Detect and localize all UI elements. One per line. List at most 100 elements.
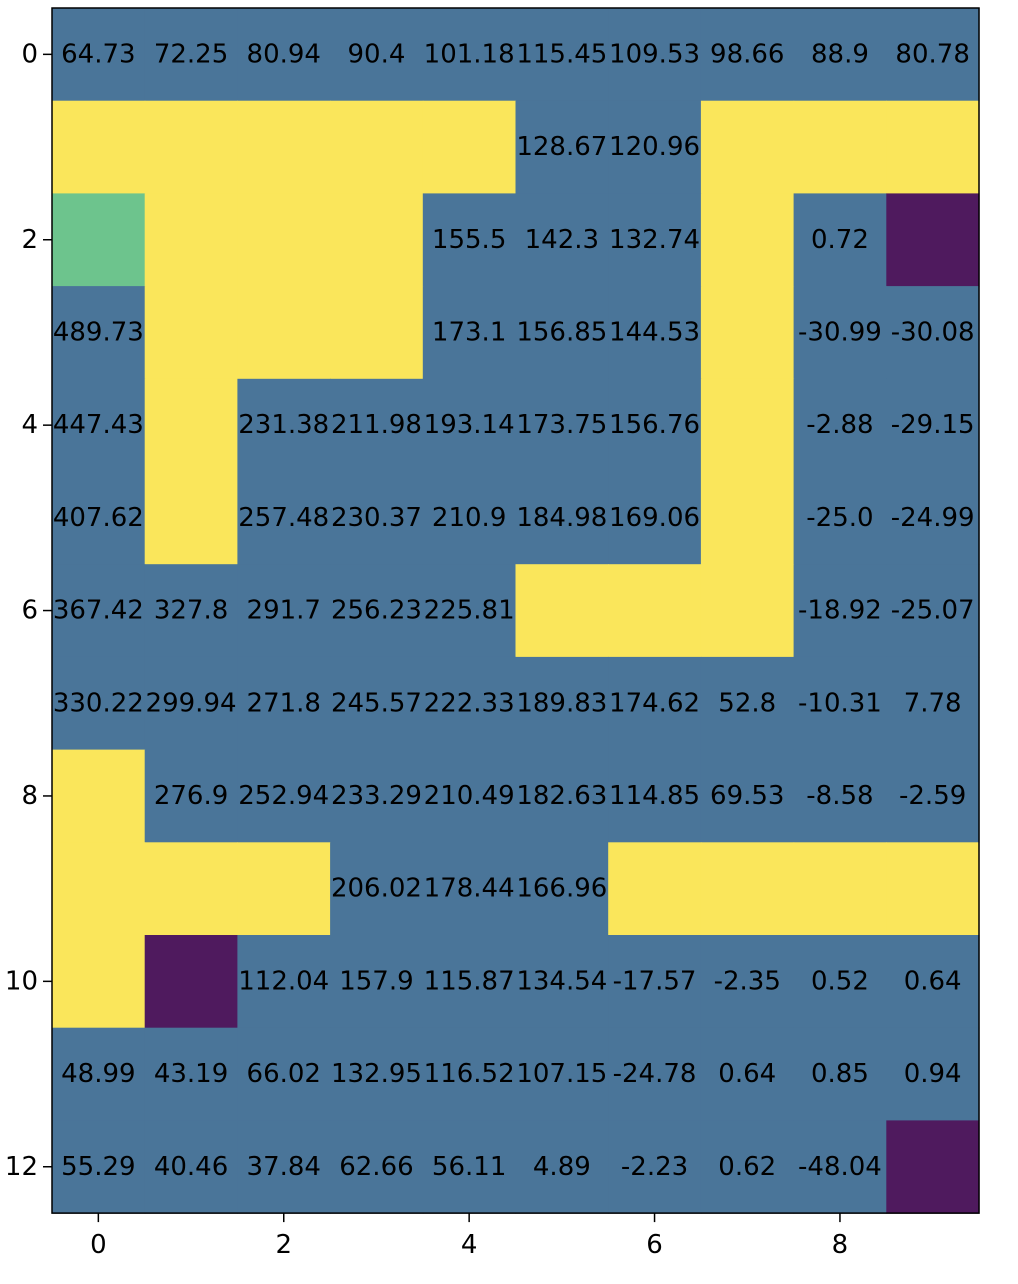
heatmap-cell-r7-c9 xyxy=(886,656,980,751)
cell-label-r4-c2: 231.38 xyxy=(238,410,329,440)
cell-label-r9-c5: 166.96 xyxy=(516,874,607,904)
cell-label-r12-c3: 62.66 xyxy=(339,1152,413,1182)
heatmap-cell-r7-c1 xyxy=(144,656,238,751)
cell-label-r8-c3: 233.29 xyxy=(331,781,422,811)
heatmap-cell-r8-c1 xyxy=(144,749,238,843)
cell-label-r5-c5: 184.98 xyxy=(516,503,607,533)
cell-label-r12-c6: -2.23 xyxy=(621,1152,688,1182)
heatmap-cell-r7-c2 xyxy=(237,656,331,751)
cell-label-r7-c5: 189.83 xyxy=(516,688,607,718)
cell-label-r11-c6: -24.78 xyxy=(613,1059,697,1089)
heatmap-cell-r2-c7 xyxy=(700,193,795,287)
x-tick-label: 2 xyxy=(275,1230,292,1260)
cell-label-r9-c3: 206.02 xyxy=(331,874,422,904)
heatmap-cell-r6-c2 xyxy=(237,564,331,658)
heatmap-cell-r7-c6 xyxy=(608,656,702,751)
cell-label-r8-c5: 182.63 xyxy=(516,781,607,811)
cell-label-r7-c9: 7.78 xyxy=(904,688,962,718)
heatmap-cell-r4-c5 xyxy=(515,378,609,473)
cell-label-r12-c2: 37.84 xyxy=(247,1152,321,1182)
heatmap-cell-r7-c0 xyxy=(52,656,146,751)
cell-label-r2-c6: 132.74 xyxy=(609,225,700,255)
heatmap-cell-r7-c3 xyxy=(330,656,424,751)
heatmap-cell-r9-c3 xyxy=(330,842,424,936)
heatmap-cell-r3-c1 xyxy=(144,286,238,380)
heatmap-cell-r0-c4 xyxy=(422,8,517,102)
y-tick-label: 8 xyxy=(21,781,38,811)
heatmap-cell-r4-c3 xyxy=(330,378,424,473)
heatmap-cell-r5-c2 xyxy=(237,471,331,565)
heatmap-cell-r3-c5 xyxy=(515,286,609,380)
heatmap-cell-r0-c5 xyxy=(515,8,609,102)
heatmap-cell-r4-c4 xyxy=(422,378,517,473)
heatmap-cell-r11-c7 xyxy=(700,1027,795,1121)
heatmap-cell-r12-c7 xyxy=(700,1120,795,1214)
cell-label-r2-c8: 0.72 xyxy=(811,225,869,255)
cell-label-r8-c7: 69.53 xyxy=(710,781,784,811)
heatmap-cell-r3-c2 xyxy=(237,286,331,380)
cell-label-r4-c3: 211.98 xyxy=(331,410,422,440)
heatmap-cell-r9-c5 xyxy=(515,842,609,936)
cell-label-r3-c0: 489.73 xyxy=(53,317,144,347)
heatmap-cell-r1-c6 xyxy=(608,100,702,194)
cell-label-r3-c6: 144.53 xyxy=(609,317,700,347)
heatmap-cell-r11-c6 xyxy=(608,1027,702,1121)
heatmap-cell-r3-c6 xyxy=(608,286,702,380)
cell-label-r0-c9: 80.78 xyxy=(895,39,969,69)
heatmap-cell-r10-c0 xyxy=(52,935,146,1029)
cell-label-r12-c0: 55.29 xyxy=(61,1152,135,1182)
cell-label-r7-c1: 299.94 xyxy=(146,688,237,718)
y-tick-label: 12 xyxy=(5,1152,38,1182)
heatmap-cell-r9-c4 xyxy=(422,842,517,936)
cell-label-r8-c2: 252.94 xyxy=(238,781,329,811)
heatmap-cell-r12-c1 xyxy=(144,1120,238,1214)
heatmap-cell-r11-c4 xyxy=(422,1027,517,1121)
cell-label-r5-c2: 257.48 xyxy=(238,503,329,533)
cell-label-r11-c5: 107.15 xyxy=(516,1059,607,1089)
y-tick-label: 2 xyxy=(21,225,38,255)
heatmap-cell-r12-c2 xyxy=(237,1120,331,1214)
heatmap-cell-r11-c1 xyxy=(144,1027,238,1121)
heatmap-cell-r5-c6 xyxy=(608,471,702,565)
cell-label-r4-c0: 447.43 xyxy=(53,410,144,440)
cell-label-r8-c8: -8.58 xyxy=(806,781,873,811)
heatmap-cell-r3-c9 xyxy=(886,286,980,380)
heatmap-cell-r7-c7 xyxy=(700,656,795,751)
heatmap-cell-r8-c0 xyxy=(52,749,146,843)
heatmap-cell-r8-c8 xyxy=(793,749,887,843)
cell-label-r11-c8: 0.85 xyxy=(811,1059,869,1089)
cell-label-r4-c5: 173.75 xyxy=(516,410,607,440)
heatmap-cell-r9-c1 xyxy=(144,842,238,936)
heatmap-cell-r1-c9 xyxy=(886,100,980,194)
cell-label-r2-c5: 142.3 xyxy=(525,225,599,255)
cell-label-r10-c3: 157.9 xyxy=(339,966,413,996)
cell-label-r5-c3: 230.37 xyxy=(331,503,422,533)
heatmap-cell-r8-c3 xyxy=(330,749,424,843)
heatmap-cell-r0-c8 xyxy=(793,8,887,102)
x-axis: 0 2 4 6 8 xyxy=(90,1213,848,1260)
heatmap-cell-r12-c5 xyxy=(515,1120,609,1214)
heatmap-cell-r5-c7 xyxy=(700,471,795,565)
cell-label-r7-c0: 330.22 xyxy=(53,688,144,718)
cell-label-r5-c8: -25.0 xyxy=(806,503,873,533)
heatmap-cells xyxy=(52,8,980,1214)
heatmap-cell-r6-c8 xyxy=(793,564,887,658)
heatmap-cell-r7-c8 xyxy=(793,656,887,751)
x-tick-label: 0 xyxy=(90,1230,107,1260)
heatmap-cell-r2-c4 xyxy=(422,193,517,287)
heatmap-cell-r8-c2 xyxy=(237,749,331,843)
cell-label-r11-c3: 132.95 xyxy=(331,1059,422,1089)
cell-label-r7-c3: 245.57 xyxy=(331,688,422,718)
cell-label-r8-c9: -2.59 xyxy=(899,781,966,811)
cell-label-r9-c4: 178.44 xyxy=(424,874,515,904)
x-tick-label: 8 xyxy=(832,1230,849,1260)
heatmap-cell-r3-c8 xyxy=(793,286,887,380)
heatmap-cell-r11-c8 xyxy=(793,1027,887,1121)
heatmap-cell-r4-c8 xyxy=(793,378,887,473)
cell-label-r1-c6: 120.96 xyxy=(609,132,700,162)
heatmap-cell-r5-c9 xyxy=(886,471,980,565)
cell-label-r12-c1: 40.46 xyxy=(154,1152,228,1182)
heatmap-cell-r2-c0 xyxy=(52,193,146,287)
cell-label-r4-c4: 193.14 xyxy=(424,410,515,440)
heatmap-cell-r12-c3 xyxy=(330,1120,424,1214)
